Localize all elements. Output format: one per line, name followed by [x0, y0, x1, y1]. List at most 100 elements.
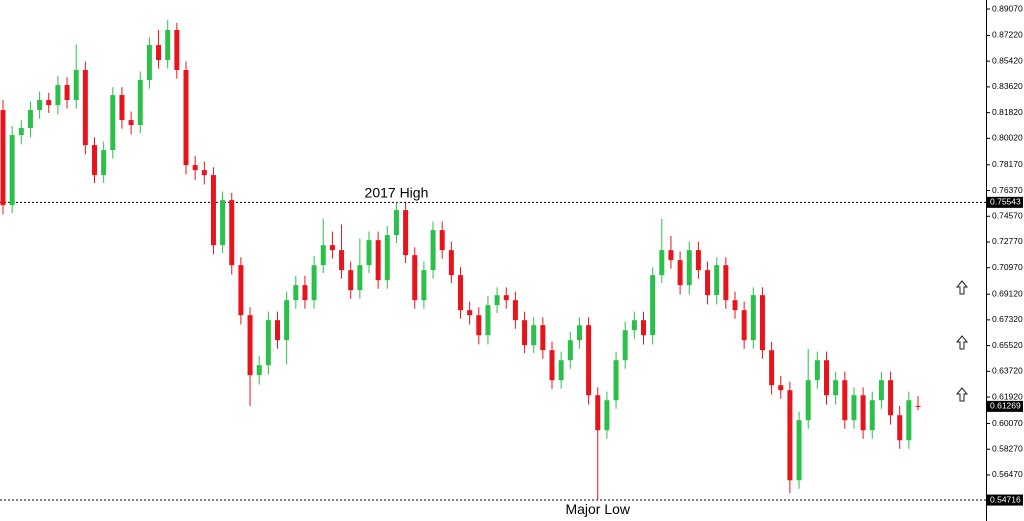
candle-body — [595, 395, 601, 431]
y-tick-label: 0.80020 — [992, 133, 1023, 143]
candle-body — [686, 250, 692, 286]
level-annotation: Major Low — [565, 501, 630, 517]
y-tick-label: 0.60070 — [992, 418, 1023, 428]
level-price-label: 0.54716 — [990, 494, 1021, 504]
candle-body — [476, 315, 482, 336]
y-tick-label: 0.70970 — [992, 262, 1023, 272]
y-tick-label: 0.56470 — [992, 469, 1023, 479]
last-price-label: 0.61269 — [990, 401, 1021, 411]
y-tick-label: 0.63720 — [992, 366, 1023, 376]
candle-body — [805, 380, 811, 421]
candle-body — [366, 240, 372, 266]
level-price-box — [987, 196, 1023, 208]
candle-body — [613, 360, 619, 401]
y-tick-label: 0.58270 — [992, 443, 1023, 453]
y-tick-label: 0.61920 — [992, 391, 1023, 401]
candle-body — [503, 295, 509, 301]
candle-body — [375, 240, 381, 281]
candle-body — [439, 230, 445, 251]
candle-body — [540, 325, 546, 351]
candle-body — [329, 245, 335, 251]
candle-body — [448, 250, 454, 276]
candle-body — [522, 320, 528, 346]
candle-body — [174, 30, 180, 71]
candle-body — [650, 275, 656, 336]
candle-body — [668, 250, 674, 261]
arrow-icon — [955, 387, 969, 402]
candle-body — [695, 250, 701, 271]
candle-body — [247, 315, 253, 376]
y-tick-label: 0.76370 — [992, 185, 1023, 195]
candle-body — [604, 400, 610, 431]
arrow-icons — [955, 280, 969, 402]
y-tick-label: 0.83620 — [992, 81, 1023, 91]
candle-body — [82, 70, 88, 146]
level-price-label: 0.75543 — [990, 197, 1021, 207]
candle-body — [732, 300, 738, 311]
y-tick-label: 0.89070 — [992, 3, 1023, 13]
candle-body — [705, 270, 711, 296]
candle-body — [778, 385, 784, 391]
candle-body — [430, 230, 436, 271]
candle-body — [201, 170, 207, 176]
y-tick-label: 0.65520 — [992, 340, 1023, 350]
y-tick-label: 0.67320 — [992, 314, 1023, 324]
candle-body — [403, 210, 409, 256]
candle-body — [787, 390, 793, 481]
candle-body — [27, 110, 33, 129]
candle-body — [467, 310, 473, 316]
candle-body — [357, 265, 363, 291]
candle-body — [549, 350, 555, 381]
candle-body — [146, 45, 152, 81]
candle-body — [851, 395, 857, 421]
candle-body — [421, 270, 427, 301]
level-annotation: 2017 High — [365, 184, 429, 200]
y-tick-label: 0.69120 — [992, 288, 1023, 298]
y-tick-label: 0.78170 — [992, 159, 1023, 169]
candle-body — [622, 330, 628, 361]
candle-body — [192, 165, 198, 171]
candle-body — [878, 380, 884, 401]
candle-body — [796, 420, 802, 481]
candle-body — [183, 70, 189, 166]
candle-body — [906, 400, 912, 441]
candle-body — [512, 300, 518, 321]
candle-body — [220, 200, 226, 246]
candle-body — [210, 175, 216, 246]
candle-body — [531, 325, 537, 346]
candle-body — [256, 365, 262, 376]
candle-body — [769, 350, 775, 386]
candle-body — [915, 405, 921, 407]
candle-body — [18, 128, 24, 136]
candle-body — [339, 250, 345, 271]
candle-body — [384, 235, 390, 281]
y-tick-label: 0.81820 — [992, 107, 1023, 117]
candle-body — [119, 95, 125, 121]
candle-body — [393, 210, 399, 236]
candle-body — [494, 295, 500, 306]
candle-body — [888, 380, 894, 416]
candle-body — [659, 250, 665, 276]
candle-body — [824, 360, 829, 396]
candle-body — [9, 135, 15, 206]
candle-body — [293, 285, 299, 301]
arrow-icon — [955, 335, 969, 350]
candle-body — [320, 245, 326, 266]
candle-body — [842, 380, 848, 421]
candle-body — [741, 310, 747, 341]
candle-body — [64, 85, 70, 101]
candle-body — [238, 265, 244, 316]
candle-body — [412, 255, 418, 301]
candle-body — [73, 70, 79, 101]
candle-body — [348, 270, 354, 291]
y-tick-label: 0.85420 — [992, 55, 1023, 65]
candle-body — [284, 300, 290, 341]
candle-body — [814, 360, 820, 381]
candle-body — [311, 265, 317, 301]
candle-body — [37, 100, 43, 111]
candle-body — [156, 45, 162, 61]
y-tick-label: 0.72770 — [992, 236, 1023, 246]
candle-body — [723, 265, 729, 301]
